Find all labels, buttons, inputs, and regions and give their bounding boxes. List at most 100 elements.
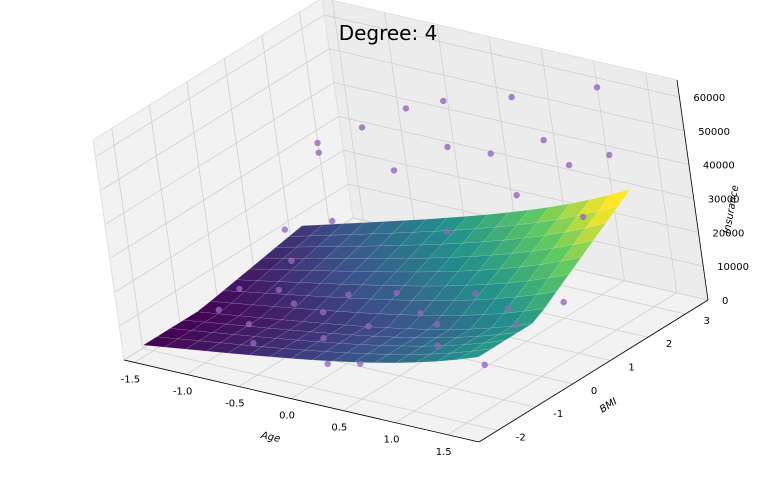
y-tick-label: 2 — [666, 339, 672, 350]
x-tick-label: 1.5 — [436, 447, 452, 458]
y-grid-left — [261, 35, 294, 256]
y-tick-label: -2 — [516, 432, 526, 443]
x-grid-back — [384, 12, 417, 233]
surface-facet — [498, 323, 533, 335]
scatter-point — [320, 309, 327, 316]
z-axis-line — [676, 79, 709, 301]
x-tick-label: 0.0 — [279, 411, 295, 422]
tick-labels: -1.5 -1.0 -0.5 0.0 0.5 1.0 1.5 -2 -1 0 1 2 3 0 10000 20… — [121, 93, 749, 458]
scatter-point — [540, 136, 547, 144]
x-grid-floor — [447, 292, 677, 436]
x-grid-back — [645, 72, 678, 293]
scatter-point — [281, 226, 288, 233]
scatter-point — [565, 161, 573, 169]
surface-facet — [484, 331, 519, 344]
scatter-point — [580, 213, 587, 221]
scatter-point — [402, 105, 410, 112]
y-tick-label: -1 — [553, 409, 563, 420]
z-grid-back — [329, 48, 685, 132]
y-grid-left — [111, 128, 144, 349]
y-axis-label: BMI — [598, 396, 619, 415]
x-axis-label: Age — [259, 430, 281, 445]
z-axis-label: Insurance — [722, 184, 741, 234]
z-tick-label: 50000 — [698, 127, 730, 138]
x-tick-label: 0.5 — [331, 423, 347, 434]
scatter-point — [440, 97, 447, 105]
scatter-point — [593, 84, 601, 91]
data-points — [215, 84, 613, 368]
surface-facet — [585, 205, 619, 229]
scatter-point — [250, 340, 257, 347]
scatter-point — [434, 342, 441, 349]
scatter-point — [275, 286, 283, 294]
scatter-point — [393, 289, 400, 297]
z-grid-left — [109, 116, 339, 259]
scatter-point — [290, 300, 298, 307]
z-tick-label: 40000 — [703, 161, 735, 172]
scatter-point — [417, 310, 424, 317]
scatter-point — [365, 323, 372, 330]
x-axis-line — [123, 359, 480, 443]
scatter-point — [513, 192, 520, 199]
scatter-point — [504, 305, 512, 312]
x-tick-label: -1.0 — [173, 387, 193, 398]
x-tick-label: 1.0 — [384, 435, 400, 446]
scatter-point — [390, 167, 398, 174]
scatter-point — [508, 93, 515, 101]
x-grid-floor — [395, 280, 625, 424]
x-grid-back — [593, 60, 625, 281]
z-grid-left — [99, 48, 330, 192]
z-tick-label: 0 — [722, 296, 728, 307]
z-grid-left — [95, 14, 325, 158]
scatter-point — [288, 257, 295, 264]
scatter-point — [315, 149, 322, 156]
regression-surface — [142, 188, 631, 364]
z-grid-left — [119, 183, 349, 327]
scatter-point — [314, 139, 321, 147]
z-grid-left — [104, 82, 335, 225]
z-grid-back — [333, 82, 690, 166]
scatter-point — [329, 217, 336, 225]
y-grid-left — [148, 105, 181, 326]
z-grid-back — [324, 14, 680, 98]
y-grid-left — [299, 11, 331, 233]
scatter-point — [606, 151, 613, 159]
scatter-point — [487, 150, 494, 157]
surface-facet — [457, 348, 492, 360]
y-grid-left — [186, 81, 219, 302]
scatter-point — [358, 124, 366, 131]
x-tick-label: -1.5 — [121, 374, 141, 385]
y-grid-left — [223, 58, 256, 279]
scatter-point — [236, 285, 243, 293]
scatter-point — [481, 361, 488, 368]
z-grid-left — [114, 149, 344, 293]
y-tick-label: 0 — [591, 386, 597, 397]
z-grid-back — [338, 116, 694, 199]
scatter-point — [560, 298, 567, 306]
scatter-point — [324, 360, 331, 367]
scatter-point — [245, 320, 253, 328]
x-grid-back — [332, 0, 364, 221]
scatter-point — [320, 335, 327, 342]
z-tick-label: 30000 — [708, 195, 740, 206]
scatter-point — [472, 290, 479, 297]
scatter-point — [443, 228, 451, 235]
chart-title: Degree: 4 — [339, 21, 438, 45]
z-grid-back — [343, 149, 699, 233]
surface-facet — [597, 188, 631, 212]
y-axis-line — [478, 299, 709, 443]
scatter-point — [345, 291, 352, 298]
scatter-point — [512, 322, 520, 329]
x-tick-label: -0.5 — [225, 399, 245, 410]
scatter-point — [444, 143, 451, 151]
scatter-point — [357, 360, 364, 367]
scatter-point — [433, 321, 441, 328]
scatter-point — [215, 306, 222, 313]
x-grid-back — [436, 24, 469, 245]
z-tick-label: 10000 — [717, 262, 749, 273]
y-tick-label: 3 — [704, 316, 710, 327]
y-grid-floor — [142, 347, 498, 431]
y-tick-label: 1 — [628, 363, 634, 374]
z-tick-label: 20000 — [713, 228, 745, 239]
